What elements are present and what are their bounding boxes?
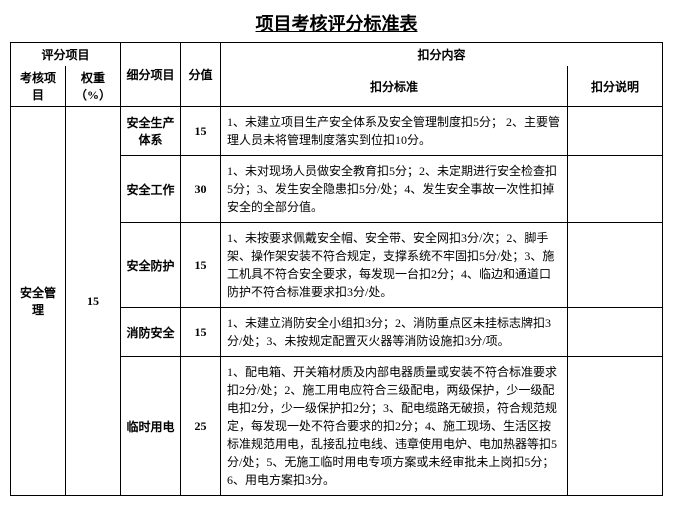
sub-desc — [567, 107, 662, 156]
col-project: 考核项目 — [11, 66, 66, 107]
page-title: 项目考核评分标准表 — [10, 10, 663, 36]
col-header-row: 考核项目 权重（%） 扣分标准 扣分说明 — [11, 66, 663, 107]
col-weight: 权重（%） — [66, 66, 121, 107]
sub-desc — [567, 223, 662, 308]
col-sub: 细分项目 — [121, 43, 181, 107]
sub-score: 15 — [181, 308, 221, 357]
sub-standard: 1、未建立消防安全小组扣3分；2、消防重点区未挂标志牌扣3分/处；3、未按规定配… — [221, 308, 568, 357]
sub-name: 消防安全 — [121, 308, 181, 357]
sub-desc — [567, 156, 662, 223]
col-score: 分值 — [181, 43, 221, 107]
col-desc: 扣分说明 — [567, 66, 662, 107]
sub-name: 临时用电 — [121, 357, 181, 496]
sub-score: 30 — [181, 156, 221, 223]
sub-name: 安全防护 — [121, 223, 181, 308]
group-header-row: 评分项目 细分项目 分值 扣分内容 — [11, 43, 663, 67]
sub-standard: 1、未建立项目生产安全体系及安全管理制度扣5分； 2、主要管理人员未将管理制度落… — [221, 107, 568, 156]
score-table: 评分项目 细分项目 分值 扣分内容 考核项目 权重（%） 扣分标准 扣分说明 安… — [10, 42, 663, 496]
sub-name: 安全生产体系 — [121, 107, 181, 156]
sub-standard: 1、未按要求佩戴安全帽、安全带、安全网扣3分/次；2、脚手架、操作架安装不符合规… — [221, 223, 568, 308]
sub-score: 15 — [181, 107, 221, 156]
category-name: 安全管理 — [11, 107, 66, 496]
sub-standard: 1、未对现场人员做安全教育扣5分；2、未定期进行安全检查扣5分；3、发生安全隐患… — [221, 156, 568, 223]
sub-desc — [567, 308, 662, 357]
sub-score: 15 — [181, 223, 221, 308]
sub-name: 安全工作 — [121, 156, 181, 223]
sub-score: 25 — [181, 357, 221, 496]
sub-desc — [567, 357, 662, 496]
group-header-left: 评分项目 — [11, 43, 121, 67]
category-weight: 15 — [66, 107, 121, 496]
group-header-right: 扣分内容 — [221, 43, 663, 67]
sub-standard: 1、配电箱、开关箱材质及内部电器质量或安装不符合标准要求扣2分/处；2、施工用电… — [221, 357, 568, 496]
table-row: 安全管理 15 安全生产体系 15 1、未建立项目生产安全体系及安全管理制度扣5… — [11, 107, 663, 156]
col-standard: 扣分标准 — [221, 66, 568, 107]
